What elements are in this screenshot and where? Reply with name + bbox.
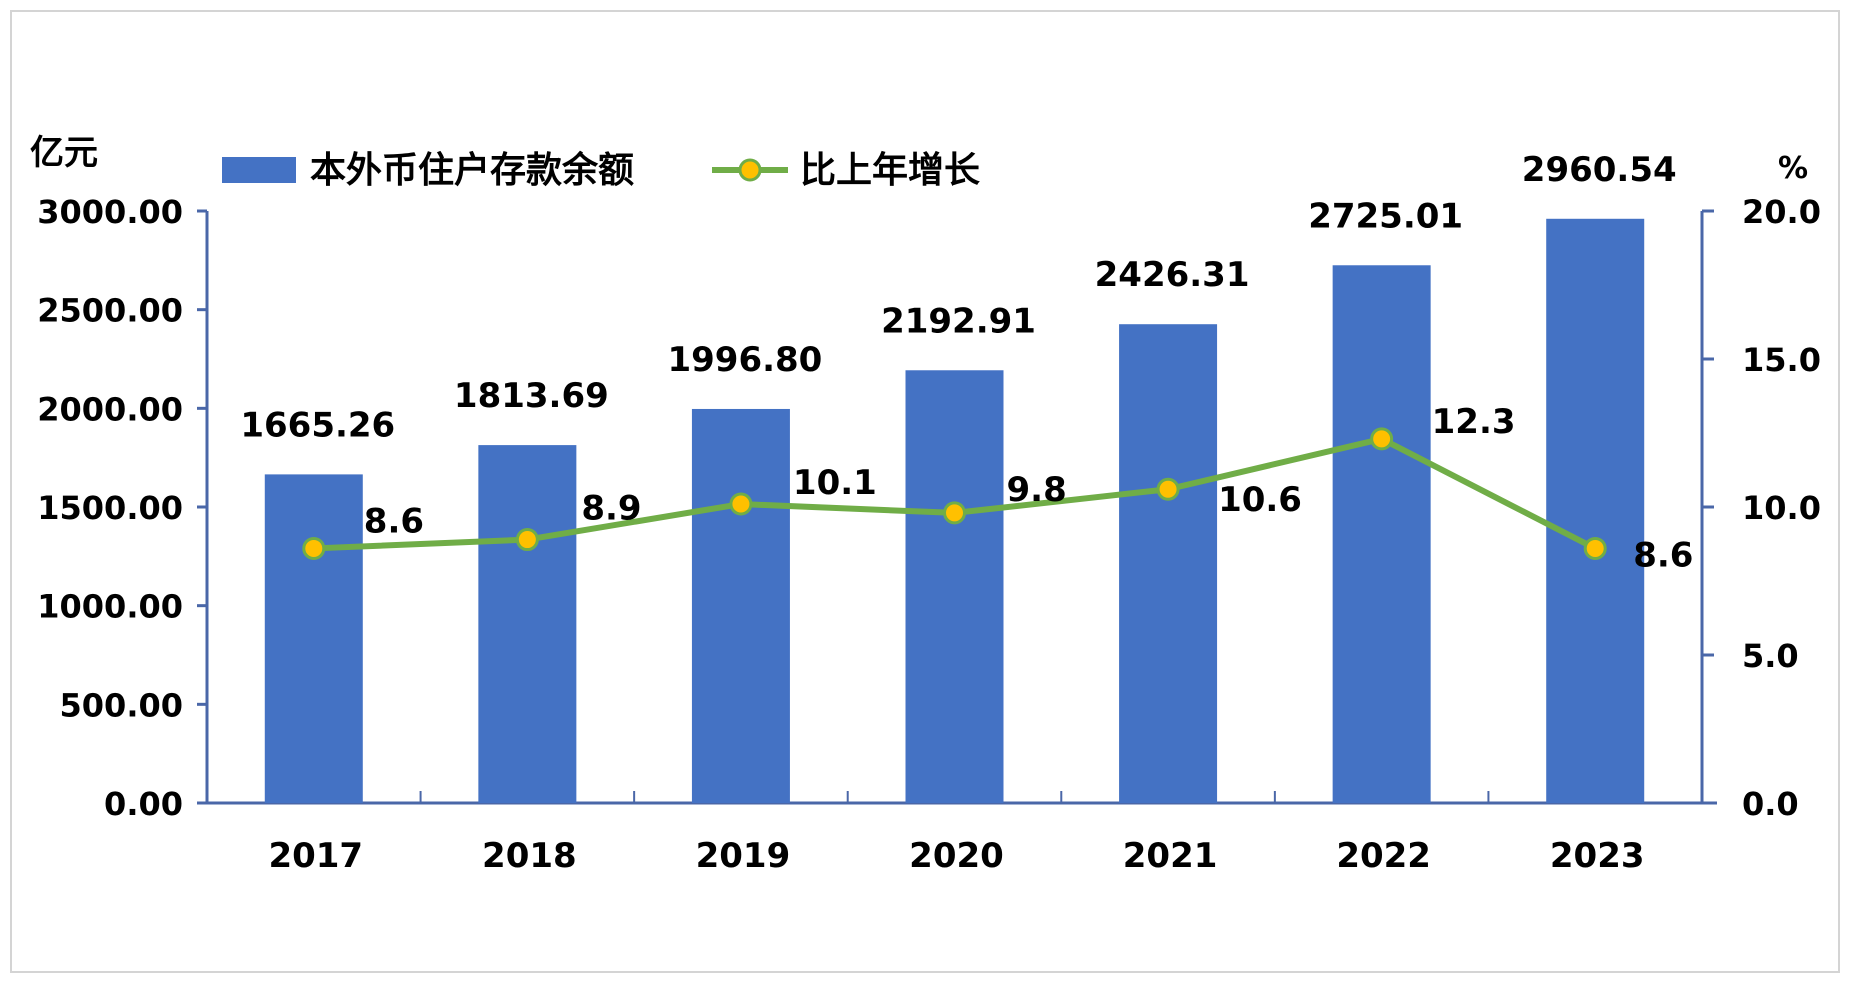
bar-data-label: 1665.26	[240, 405, 395, 445]
left-axis-unit-label: 亿元	[30, 133, 98, 173]
bar	[1119, 324, 1218, 803]
left-axis-tick-label: 2000.00	[37, 390, 183, 428]
bar	[264, 474, 363, 803]
line-data-label: 8.6	[364, 501, 424, 541]
line-marker	[1370, 427, 1394, 451]
left-axis-tick-label: 0.00	[104, 785, 183, 823]
left-axis-tick-label: 3000.00	[37, 193, 183, 231]
right-axis-tick-label: 5.0	[1742, 637, 1799, 675]
left-axis-tick-label: 1000.00	[37, 588, 183, 626]
bar-data-label: 2192.91	[881, 301, 1036, 341]
legend-line-label: 比上年增长	[800, 150, 980, 191]
line-data-label: 8.6	[1633, 535, 1693, 575]
legend-bar-swatch	[222, 157, 296, 183]
legend: 本外币住户存款余额 比上年增长	[222, 149, 980, 191]
category-label: 2018	[482, 836, 577, 876]
left-axis-tick-label: 2500.00	[37, 292, 183, 330]
category-label: 2019	[696, 836, 791, 876]
line-marker	[1156, 477, 1180, 501]
right-axis-tick-label: 15.0	[1742, 341, 1821, 379]
line-marker	[302, 536, 326, 560]
category-label: 2017	[268, 836, 363, 876]
bar-data-label: 2725.01	[1308, 196, 1463, 236]
x-axis-ticks	[419, 791, 1703, 803]
legend-line-marker	[738, 158, 762, 182]
right-axis-ticks: 0.0 5.0 10.0 15.0 20.0	[1702, 193, 1821, 823]
bar-data-label: 1813.69	[454, 376, 609, 416]
line-data-label: 9.8	[1007, 470, 1067, 510]
line-marker	[943, 501, 966, 525]
right-axis-unit-label: %	[1778, 151, 1808, 186]
bar	[1546, 218, 1645, 804]
legend-bar-label: 本外币住户存款余额	[310, 149, 634, 191]
category-label: 2022	[1336, 836, 1431, 876]
category-label: 2023	[1550, 836, 1645, 876]
line-marker	[729, 492, 753, 516]
bar-data-labels: 1665.26 1813.69 1996.80 2192.91 2426.31 2725.…	[240, 150, 1676, 446]
bar	[1332, 265, 1431, 804]
line-data-labels: 8.6 8.9 10.1 9.8 10.6 12.3 8.6	[364, 402, 1694, 576]
line-series	[302, 427, 1607, 560]
bar-data-label: 2960.54	[1522, 150, 1677, 190]
left-axis-ticks: 0.00 500.00 1000.00 1500.00 2000.00 2500.00 30…	[37, 193, 207, 823]
right-axis-tick-label: 20.0	[1742, 193, 1821, 231]
right-axis-tick-label: 0.0	[1742, 785, 1799, 823]
bar-data-label: 1996.80	[667, 340, 822, 380]
left-axis-tick-label: 1500.00	[37, 489, 183, 527]
category-label: 2020	[909, 836, 1004, 876]
bar-data-label: 2426.31	[1095, 255, 1250, 295]
category-label: 2021	[1123, 836, 1218, 876]
line-marker	[1583, 536, 1607, 560]
left-axis-tick-label: 500.00	[60, 686, 183, 724]
line-marker	[515, 528, 539, 552]
line-data-label: 10.6	[1218, 480, 1302, 520]
line-data-label: 8.9	[581, 489, 641, 529]
bar-series	[264, 218, 1645, 804]
bar	[478, 445, 577, 803]
bar	[905, 370, 1004, 803]
bar	[691, 408, 790, 803]
category-labels: 2017 2018 2019 2020 2021 2022 2023	[268, 836, 1644, 876]
line-data-label: 10.1	[793, 463, 877, 503]
line-data-label: 12.3	[1432, 402, 1516, 442]
right-axis-tick-label: 10.0	[1742, 489, 1821, 527]
